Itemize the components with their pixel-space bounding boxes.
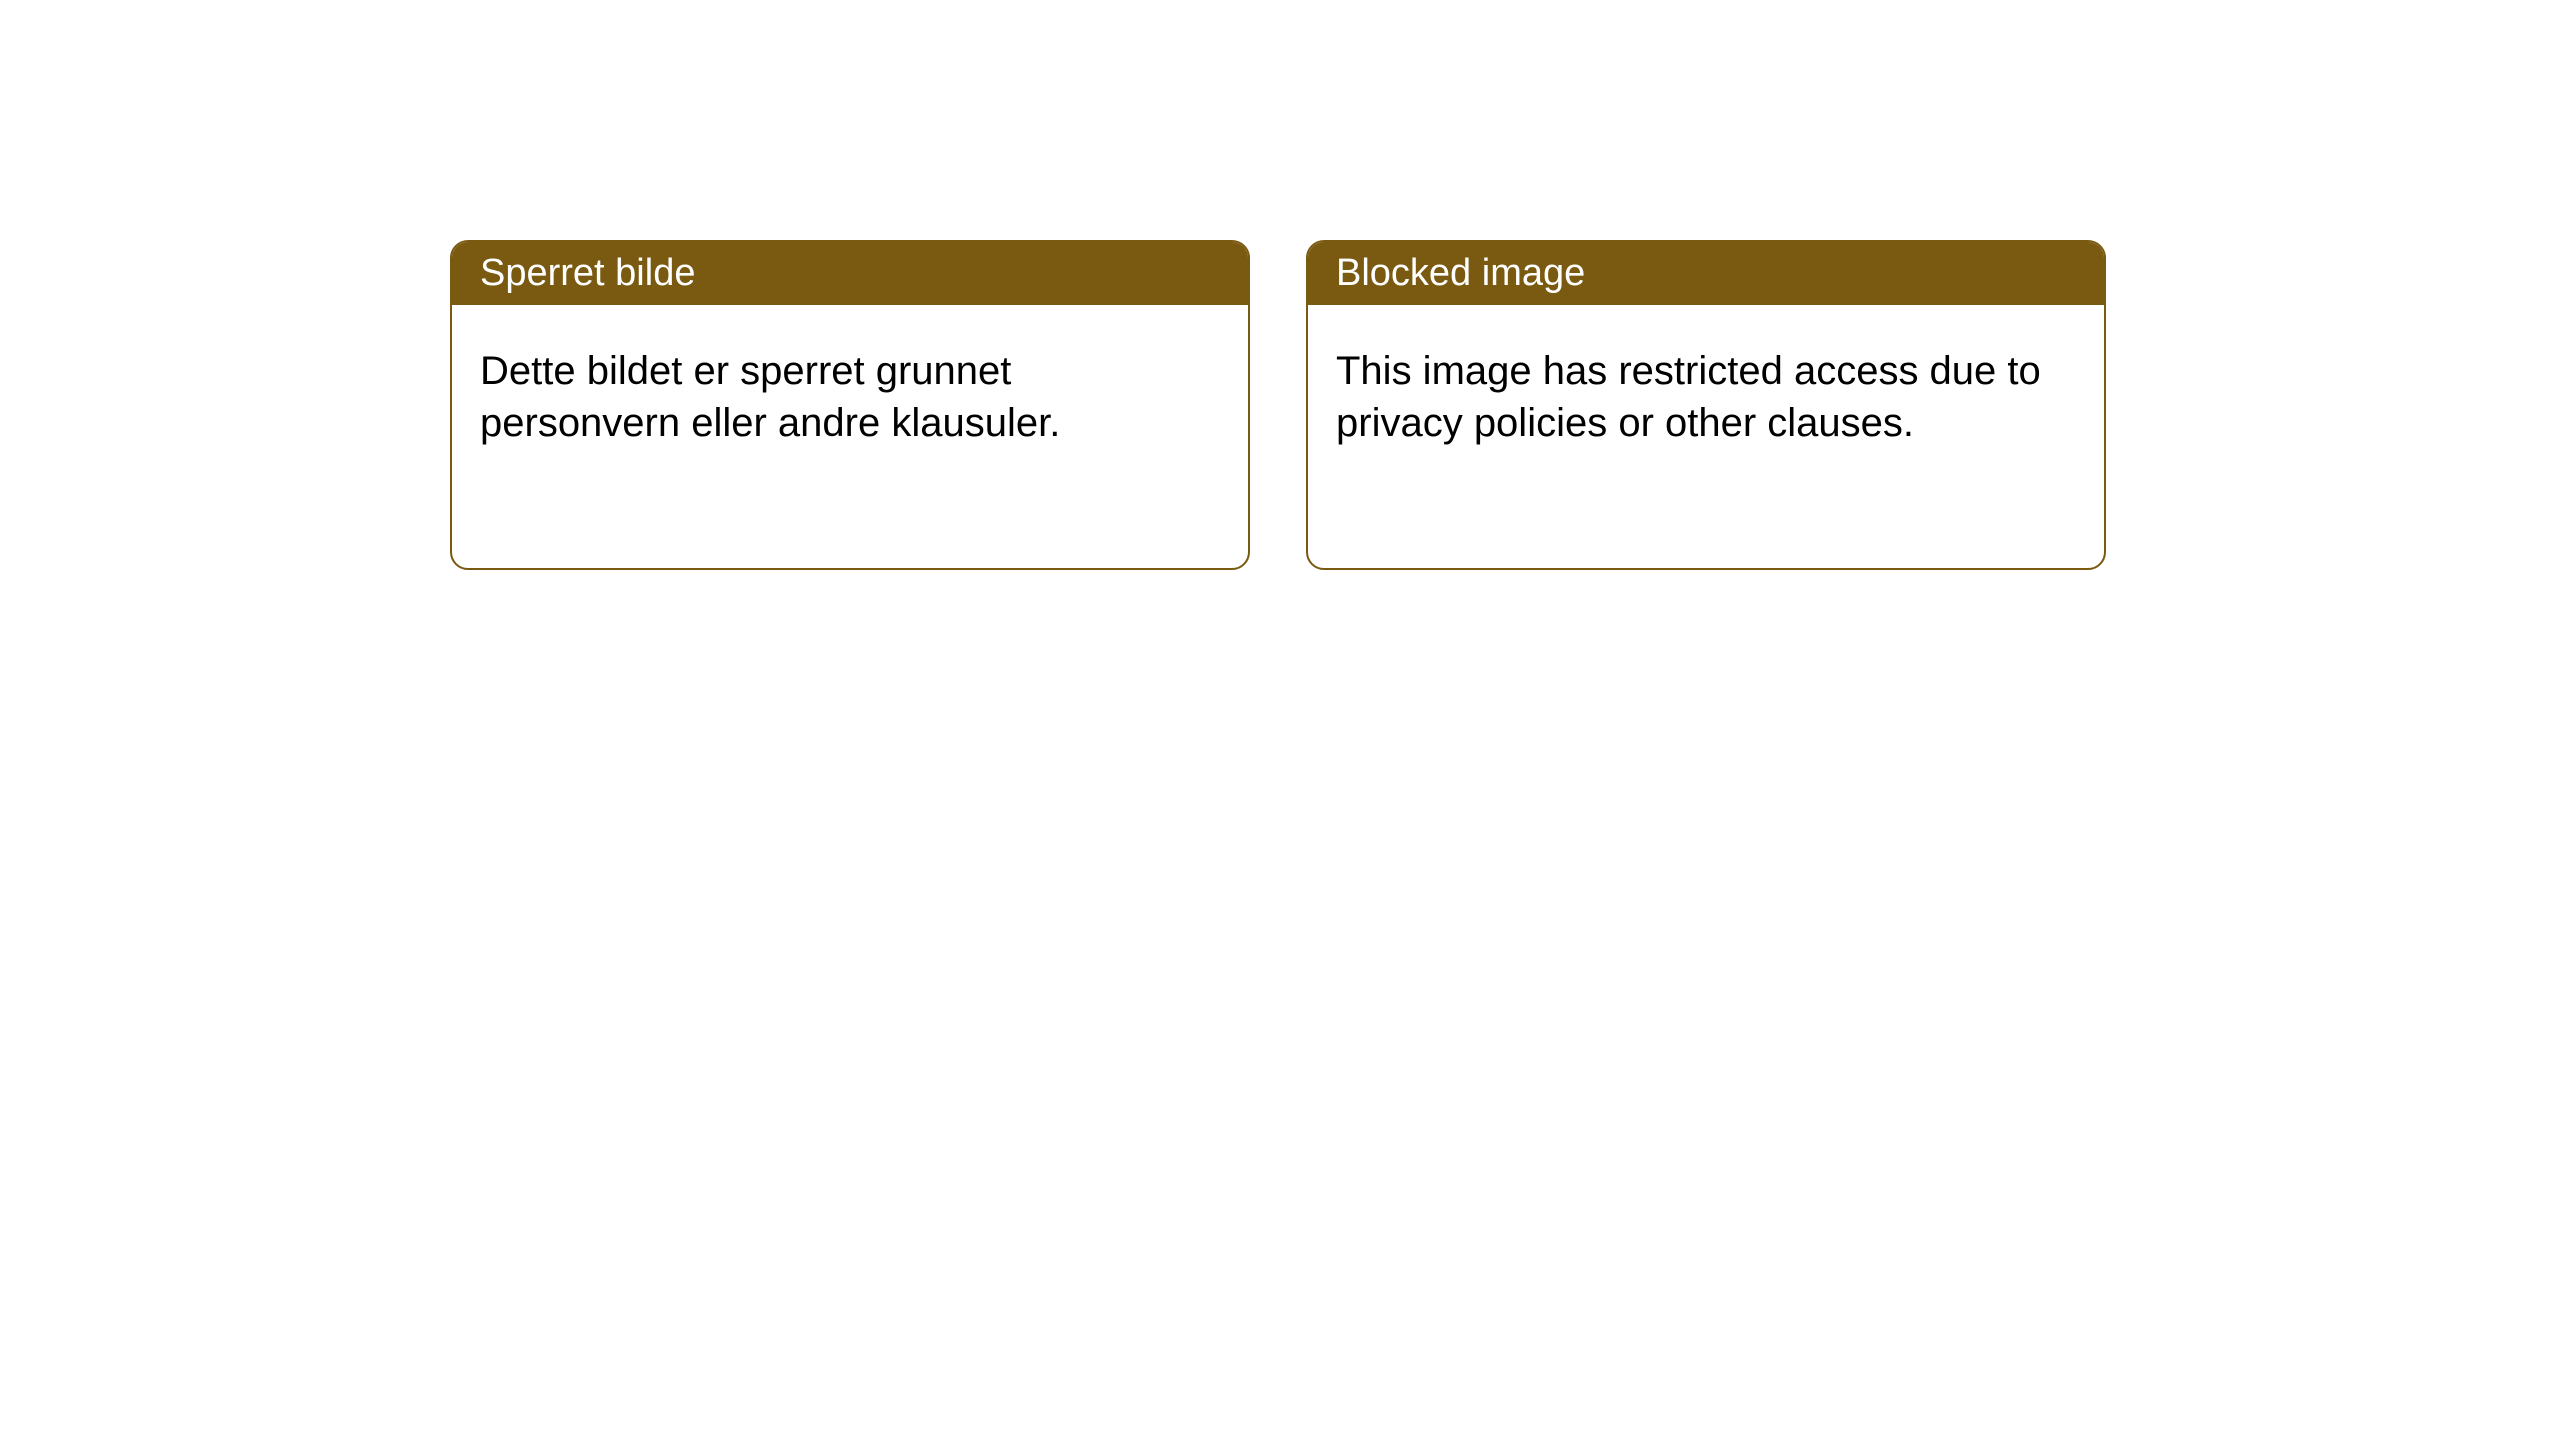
notice-title-norwegian: Sperret bilde: [452, 242, 1248, 305]
notice-title-english: Blocked image: [1308, 242, 2104, 305]
notice-card-english: Blocked image This image has restricted …: [1306, 240, 2106, 570]
notice-card-norwegian: Sperret bilde Dette bildet er sperret gr…: [450, 240, 1250, 570]
notice-container: Sperret bilde Dette bildet er sperret gr…: [0, 0, 2560, 570]
notice-body-norwegian: Dette bildet er sperret grunnet personve…: [452, 305, 1248, 489]
notice-body-english: This image has restricted access due to …: [1308, 305, 2104, 489]
